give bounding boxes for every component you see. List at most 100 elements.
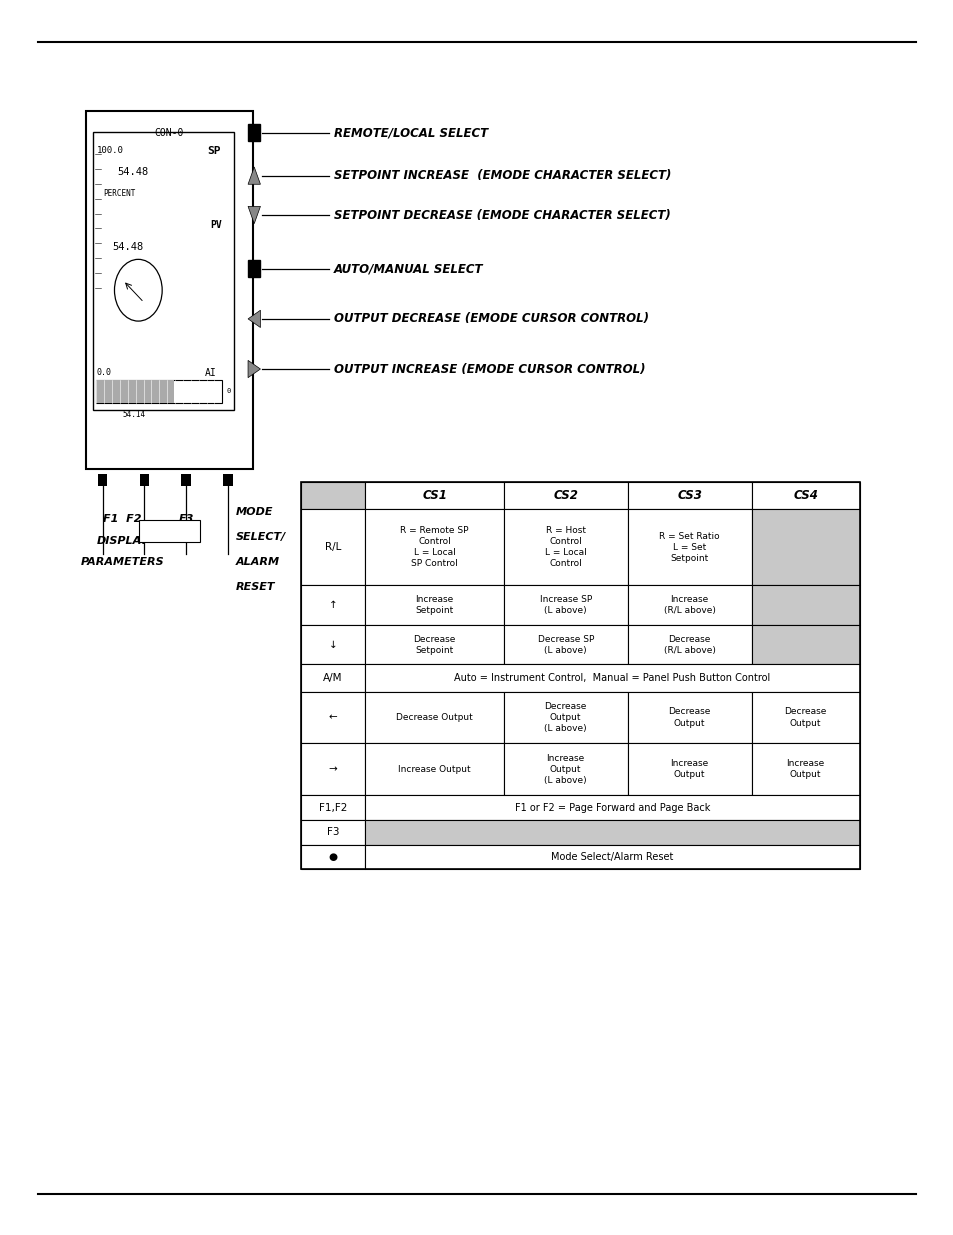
Text: Increase
Output: Increase Output bbox=[785, 760, 824, 779]
Text: SETPOINT DECREASE (EMODE CHARACTER SELECT): SETPOINT DECREASE (EMODE CHARACTER SELEC… bbox=[334, 209, 670, 221]
Text: Mode Select/Alarm Reset: Mode Select/Alarm Reset bbox=[551, 852, 673, 862]
Text: Increase
Setpoint: Increase Setpoint bbox=[415, 595, 454, 615]
Bar bbox=[300, 692, 365, 743]
Bar bbox=[93, 132, 233, 410]
Text: Decrease
Output
(L above): Decrease Output (L above) bbox=[544, 701, 586, 734]
Text: PARAMETERS: PARAMETERS bbox=[81, 557, 164, 567]
Bar bbox=[300, 820, 365, 845]
Bar bbox=[365, 692, 503, 743]
Text: F1,F2: F1,F2 bbox=[318, 803, 347, 813]
Text: Increase
(R/L above): Increase (R/L above) bbox=[663, 595, 715, 615]
Bar bbox=[97, 474, 107, 487]
Text: R = Host
Control
L = Local
Control: R = Host Control L = Local Control bbox=[544, 526, 586, 568]
Text: MODE: MODE bbox=[236, 508, 274, 517]
Bar bbox=[751, 625, 859, 664]
Text: 54.48: 54.48 bbox=[112, 242, 144, 252]
Text: A/M: A/M bbox=[323, 673, 342, 683]
Bar bbox=[503, 585, 627, 625]
Polygon shape bbox=[248, 167, 260, 184]
Text: CON-0: CON-0 bbox=[154, 128, 184, 138]
Text: SETPOINT INCREASE  (EMODE CHARACTER SELECT): SETPOINT INCREASE (EMODE CHARACTER SELEC… bbox=[334, 169, 671, 182]
Text: Increase
Output
(L above): Increase Output (L above) bbox=[544, 753, 586, 785]
Polygon shape bbox=[248, 361, 260, 378]
Bar bbox=[751, 692, 859, 743]
Bar bbox=[751, 482, 859, 509]
Text: OUTPUT INCREASE (EMODE CURSOR CONTROL): OUTPUT INCREASE (EMODE CURSOR CONTROL) bbox=[334, 363, 645, 375]
Bar bbox=[300, 482, 859, 869]
Bar bbox=[223, 474, 233, 487]
Bar bbox=[503, 509, 627, 585]
Bar bbox=[365, 820, 859, 845]
Bar bbox=[751, 509, 859, 585]
Text: AUTO/MANUAL SELECT: AUTO/MANUAL SELECT bbox=[334, 262, 483, 275]
Text: 100.0: 100.0 bbox=[97, 146, 124, 156]
Circle shape bbox=[114, 259, 162, 321]
Bar bbox=[503, 743, 627, 795]
Bar bbox=[365, 585, 503, 625]
Text: Increase
Output: Increase Output bbox=[670, 760, 708, 779]
Bar bbox=[503, 482, 627, 509]
Text: OUTPUT DECREASE (EMODE CURSOR CONTROL): OUTPUT DECREASE (EMODE CURSOR CONTROL) bbox=[334, 312, 648, 325]
Bar bbox=[365, 743, 503, 795]
Text: RESET: RESET bbox=[236, 583, 275, 593]
Bar bbox=[300, 845, 365, 869]
Bar bbox=[300, 743, 365, 795]
Text: Increase SP
(L above): Increase SP (L above) bbox=[539, 595, 591, 615]
Text: ●: ● bbox=[328, 852, 337, 862]
Text: AI: AI bbox=[205, 368, 216, 378]
Text: F3: F3 bbox=[326, 827, 339, 837]
Text: DISPLAY: DISPLAY bbox=[96, 536, 149, 546]
Text: R = Set Ratio
L = Set
Setpoint: R = Set Ratio L = Set Setpoint bbox=[659, 531, 720, 563]
Bar bbox=[365, 795, 859, 820]
Text: ↓: ↓ bbox=[328, 640, 337, 650]
Text: SELECT/: SELECT/ bbox=[236, 532, 286, 542]
Bar bbox=[365, 845, 859, 869]
Text: F1 or F2 = Page Forward and Page Back: F1 or F2 = Page Forward and Page Back bbox=[515, 803, 709, 813]
Bar bbox=[365, 664, 859, 692]
Text: ↑: ↑ bbox=[328, 600, 337, 610]
Text: R/L: R/L bbox=[324, 542, 341, 552]
Text: Decrease
(R/L above): Decrease (R/L above) bbox=[663, 635, 715, 655]
Text: ALARM: ALARM bbox=[236, 557, 280, 567]
Bar bbox=[300, 795, 365, 820]
Text: →: → bbox=[328, 764, 337, 774]
Text: PV: PV bbox=[210, 220, 221, 230]
Text: PERCENT: PERCENT bbox=[103, 189, 135, 199]
Text: Decrease
Setpoint: Decrease Setpoint bbox=[413, 635, 456, 655]
Text: 54.48: 54.48 bbox=[117, 167, 149, 177]
Text: 54.14: 54.14 bbox=[122, 410, 146, 420]
Bar bbox=[503, 692, 627, 743]
Bar bbox=[300, 625, 365, 664]
Bar bbox=[627, 692, 751, 743]
Text: CS4: CS4 bbox=[792, 489, 818, 501]
Text: ←: ← bbox=[328, 713, 337, 722]
Bar bbox=[503, 625, 627, 664]
Bar bbox=[139, 520, 200, 542]
Bar bbox=[627, 625, 751, 664]
Bar bbox=[248, 261, 260, 278]
Bar bbox=[627, 509, 751, 585]
Text: CS1: CS1 bbox=[421, 489, 447, 501]
Bar bbox=[365, 625, 503, 664]
Bar bbox=[248, 124, 260, 141]
Bar bbox=[300, 482, 365, 509]
Bar bbox=[96, 380, 174, 403]
Bar bbox=[300, 509, 365, 585]
Bar bbox=[627, 482, 751, 509]
Bar bbox=[139, 474, 149, 487]
Bar bbox=[751, 585, 859, 625]
Text: Auto = Instrument Control,  Manual = Panel Push Button Control: Auto = Instrument Control, Manual = Pane… bbox=[454, 673, 770, 683]
Bar bbox=[300, 585, 365, 625]
Text: SP: SP bbox=[207, 146, 220, 156]
Text: CS2: CS2 bbox=[553, 489, 578, 501]
Bar bbox=[751, 743, 859, 795]
Bar bbox=[627, 585, 751, 625]
Text: 0.0: 0.0 bbox=[96, 368, 112, 378]
Bar bbox=[96, 380, 222, 403]
Text: CS3: CS3 bbox=[677, 489, 701, 501]
Text: Decrease SP
(L above): Decrease SP (L above) bbox=[537, 635, 594, 655]
Text: R = Remote SP
Control
L = Local
SP Control: R = Remote SP Control L = Local SP Contr… bbox=[400, 526, 468, 568]
Bar bbox=[365, 482, 503, 509]
Text: Decrease
Output: Decrease Output bbox=[668, 708, 710, 727]
Text: Increase Output: Increase Output bbox=[397, 764, 471, 774]
